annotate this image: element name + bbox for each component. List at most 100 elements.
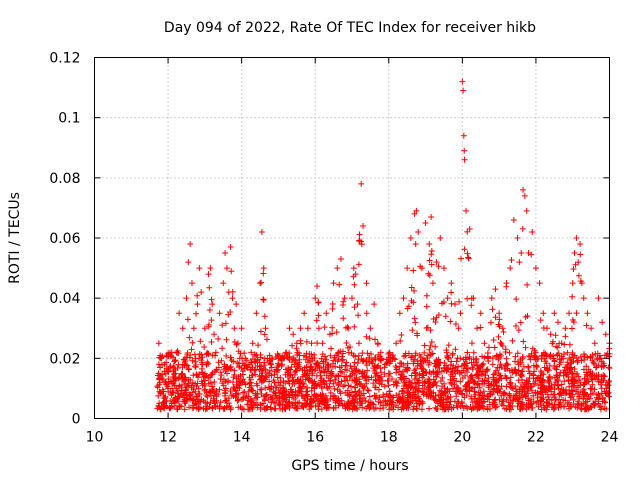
data-point-bg: [337, 348, 344, 355]
data-point-bg: [257, 354, 264, 361]
data-point-bg: [545, 396, 552, 403]
data-point: [275, 355, 282, 362]
data-point-bg: [339, 369, 346, 376]
data-point-bg: [239, 371, 246, 378]
data-point-bg: [216, 386, 223, 393]
data-point-bg: [206, 374, 213, 381]
data-point-bg: [346, 391, 353, 398]
data-point-bg: [593, 391, 600, 398]
data-point-bg: [206, 307, 213, 314]
data-point-bg: [221, 363, 228, 370]
data-point-bg: [413, 400, 420, 407]
data-point-bg: [537, 317, 544, 324]
data-point-bg: [321, 353, 328, 360]
data-point-bg: [190, 372, 197, 379]
data-point-bg: [589, 381, 596, 388]
data-point-bg: [449, 365, 456, 372]
data-point-bg: [199, 369, 206, 376]
data-point: [382, 361, 389, 368]
data-point-bg: [418, 362, 425, 369]
data-point-bg: [509, 369, 516, 376]
data-point-bg: [343, 339, 350, 346]
data-point: [418, 265, 425, 272]
data-point-bg: [286, 405, 293, 412]
data-point-bg: [419, 372, 426, 379]
data-point-bg: [234, 397, 241, 404]
data-point-bg: [356, 231, 363, 238]
data-point-bg: [398, 332, 405, 339]
data-point-bg: [365, 387, 372, 394]
data-point: [514, 235, 521, 241]
data-point-bg: [220, 382, 227, 389]
data-point-bg: [457, 403, 464, 410]
data-point-bg: [323, 356, 330, 363]
data-point-bg: [540, 349, 547, 356]
data-point-bg: [363, 280, 370, 287]
x-tick-label: 22: [527, 430, 545, 446]
data-point-bg: [222, 320, 229, 327]
data-point-bg: [311, 385, 318, 392]
data-point-bg: [434, 400, 441, 407]
data-point-bg: [327, 352, 334, 359]
data-point-bg: [361, 383, 368, 390]
data-point-bg: [349, 370, 356, 377]
data-point: [562, 325, 569, 332]
data-point-bg: [268, 385, 275, 392]
data-point-bg: [497, 361, 504, 368]
data-point-bg: [464, 381, 471, 388]
data-point-bg: [372, 404, 379, 411]
data-point-bg: [236, 378, 243, 385]
data-point: [168, 349, 175, 356]
data-point-bg: [539, 376, 546, 383]
data-point: [352, 271, 359, 278]
data-point-bg: [388, 404, 395, 411]
data-point-bg: [261, 362, 268, 369]
data-point: [156, 379, 163, 386]
data-point-bg: [587, 385, 594, 392]
data-point-bg: [561, 341, 568, 348]
data-point-bg: [273, 366, 280, 373]
data-point-bg: [452, 346, 459, 353]
data-point-bg: [352, 404, 359, 411]
data-point-bg: [433, 357, 440, 364]
data-point-bg: [176, 382, 183, 389]
data-point-bg: [337, 368, 344, 375]
data-point: [176, 310, 183, 317]
data-point-bg: [267, 404, 274, 411]
data-point-bg: [349, 377, 356, 384]
data-point-bg: [176, 402, 183, 409]
data-point-bg: [240, 376, 247, 383]
data-point-bg: [223, 397, 230, 404]
data-point-bg: [174, 365, 181, 372]
data-point-bg: [589, 357, 596, 364]
data-point: [341, 295, 348, 302]
data-point-bg: [372, 364, 379, 371]
data-point-bg: [484, 378, 491, 385]
data-point-bg: [423, 292, 430, 299]
data-point-bg: [231, 367, 238, 374]
data-point-bg: [217, 399, 224, 406]
data-point-bg: [515, 327, 522, 334]
data-point-bg: [344, 324, 351, 331]
data-point-bg: [190, 396, 197, 403]
data-point-bg: [351, 323, 358, 330]
data-point: [536, 280, 543, 287]
data-point-bg: [221, 387, 228, 394]
data-point: [503, 280, 510, 287]
data-point-bg: [431, 360, 438, 367]
data-point-bg: [366, 335, 373, 342]
data-point-bg: [331, 392, 338, 399]
data-point-bg: [192, 400, 199, 407]
data-point-bg: [588, 372, 595, 379]
data-point-bg: [532, 389, 539, 396]
data-point-bg: [247, 404, 254, 411]
data-point-bg: [361, 395, 368, 402]
data-point-bg: [275, 400, 282, 407]
data-point-bg: [577, 353, 584, 360]
data-point-bg: [313, 317, 320, 324]
data-point-bg: [204, 350, 211, 357]
data-point-bg: [208, 296, 215, 303]
data-point-bg: [360, 385, 367, 392]
data-point-bg: [270, 398, 277, 405]
data-point-bg: [554, 377, 561, 384]
